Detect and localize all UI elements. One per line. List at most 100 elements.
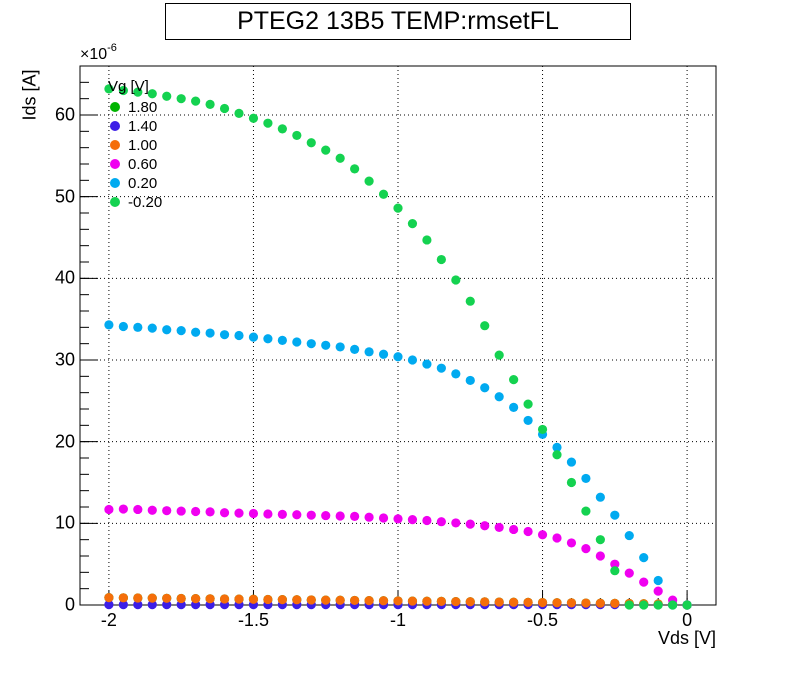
data-point [480,321,490,331]
x-tick-label: -1 [389,610,407,630]
data-point [480,597,490,607]
data-point [147,323,157,333]
data-point [682,600,692,610]
data-point [552,450,562,460]
data-point [465,597,475,607]
data-point [451,275,461,285]
series-1.00 [104,593,692,610]
data-point [393,596,403,606]
data-point [248,508,259,519]
data-point [422,515,432,526]
data-points [104,84,692,610]
data-point [436,596,446,607]
x-tick-label: -2 [100,610,117,630]
legend-marker [110,102,120,112]
data-point [653,586,663,596]
grid [80,66,716,606]
y-tick-label: 10 [54,512,75,533]
data-point [321,340,331,350]
data-point [537,597,548,608]
data-point [465,296,475,306]
data-point [321,145,331,155]
x-tick-label: 0 [682,610,693,630]
data-point [205,507,215,517]
data-point [422,359,432,369]
data-point [162,91,172,101]
chart-title: PTEG2 13B5 TEMP:rmsetFL [165,3,631,40]
data-point [494,392,504,402]
data-point [480,521,490,531]
data-point [407,596,418,606]
data-point [566,457,577,467]
data-point [104,84,114,94]
data-point [509,597,519,607]
data-point [523,526,533,537]
data-point [509,375,519,385]
data-point [566,598,577,608]
data-point [653,575,663,586]
data-point [277,124,287,134]
y-exponent-base: ×10 [80,46,108,63]
series-0.20 [104,320,692,610]
data-point [595,535,605,545]
data-point [277,509,287,519]
data-point [566,538,577,548]
x-tick-label: -1.5 [237,610,269,630]
data-point [364,512,374,522]
data-point [118,504,128,514]
data-point [378,189,389,199]
data-point [552,533,562,543]
data-point [248,332,259,342]
legend-label: 0.60 [128,155,158,173]
data-point [147,593,157,603]
data-point [494,522,504,533]
data-point [162,506,172,516]
legend-item: 1.00 [110,136,157,154]
data-point [306,510,316,520]
data-point [176,326,186,336]
data-point [653,600,663,610]
data-point [610,598,620,608]
legend-label: 1.80 [128,98,158,116]
data-point [639,553,649,563]
data-point [335,511,345,521]
series--0.20 [104,84,692,610]
data-point [306,339,316,349]
data-point [133,504,143,515]
data-point [350,595,360,606]
data-point [509,524,519,535]
data-point [162,325,172,335]
data-point [133,593,143,603]
data-point [350,164,360,174]
data-point [133,322,143,332]
data-point [581,473,591,484]
data-point [335,153,345,163]
data-point [147,505,157,515]
data-point [350,344,360,354]
legend-title: Vg [V] [108,78,149,95]
data-point [118,321,128,332]
data-point [537,530,548,540]
data-point [292,595,302,605]
data-point [537,424,548,435]
data-point [624,600,634,610]
data-point [407,219,418,229]
data-point [219,508,230,518]
data-point [364,595,374,606]
data-point [176,506,186,516]
data-point [234,508,244,518]
data-point [624,568,634,578]
data-point [191,594,201,604]
x-axis-label: Vds [V] [657,628,716,648]
data-point [248,594,259,604]
data-point [306,595,316,605]
data-point [205,328,215,338]
data-point [248,113,259,123]
data-point [566,477,577,488]
data-point [581,506,591,516]
data-point [335,342,345,352]
data-point [595,598,605,608]
data-point [436,517,446,527]
data-point [422,235,432,245]
legend-marker [110,178,120,188]
